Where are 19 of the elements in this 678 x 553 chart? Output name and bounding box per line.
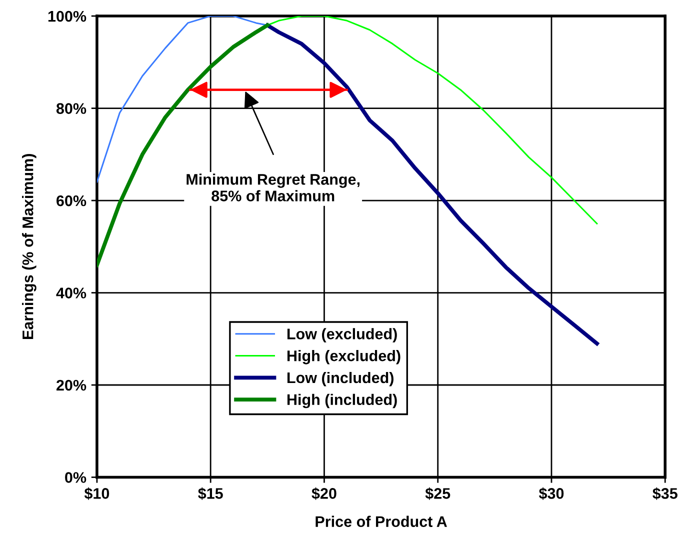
y-axis-title: Earnings (% of Maximum) xyxy=(22,154,36,339)
annotation: Minimum Regret Range, 85% of Maximum xyxy=(186,174,360,202)
x-tick-label: $20 xyxy=(312,487,336,500)
y-tick-label: 100% xyxy=(48,10,86,22)
legend-label: Low (included) xyxy=(287,372,394,386)
legend-label: High (excluded) xyxy=(287,350,400,364)
x-tick-label: $35 xyxy=(652,487,678,500)
x-tick-label: $25 xyxy=(425,487,450,500)
y-tick-label: 0% xyxy=(65,472,86,483)
x-tick-label: $10 xyxy=(84,487,110,500)
legend-label: High (included) xyxy=(287,394,397,408)
x-axis-title: Price of Product A xyxy=(316,516,447,528)
y-tick-label: 40% xyxy=(56,288,86,298)
y-tick-label: 80% xyxy=(56,103,86,114)
x-tick-label: $15 xyxy=(198,487,223,500)
y-tick-label: 60% xyxy=(56,195,86,206)
y-tick-label: 20% xyxy=(56,380,86,391)
x-tick-label: $30 xyxy=(538,487,564,500)
legend-label: Low (excluded) xyxy=(287,328,397,342)
